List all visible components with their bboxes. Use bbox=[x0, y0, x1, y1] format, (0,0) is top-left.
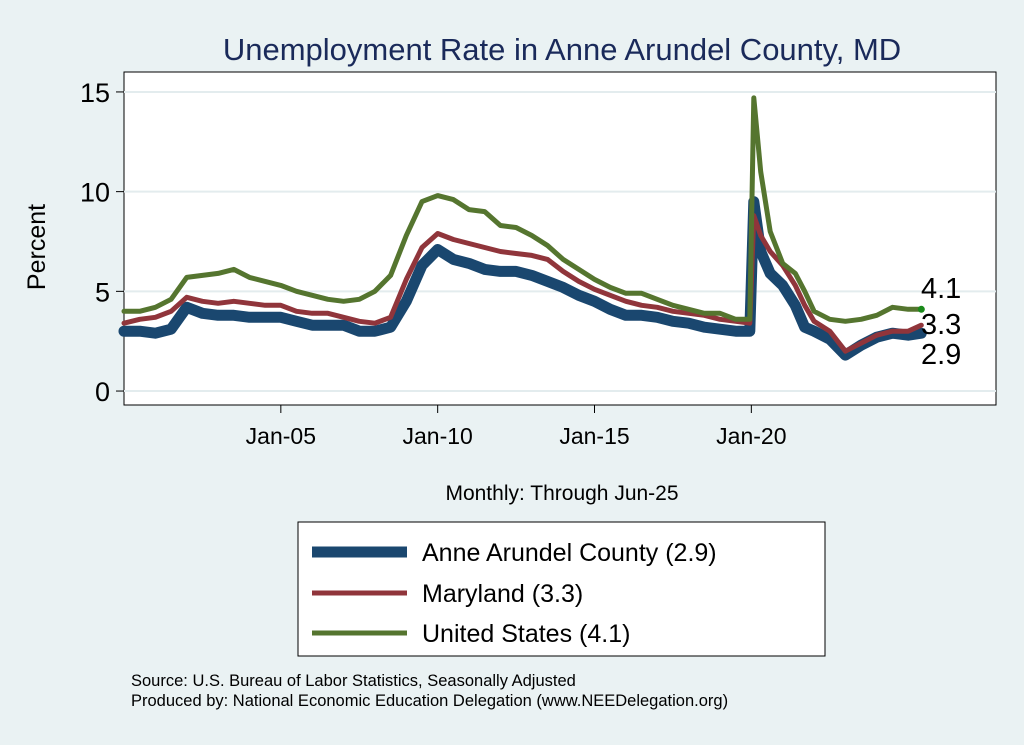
end-label-us: 4.1 bbox=[921, 273, 961, 305]
grid-lines bbox=[124, 90, 996, 393]
x-tick-label: Jan-15 bbox=[559, 423, 629, 449]
y-tick-label: 10 bbox=[80, 178, 110, 208]
source-note: Source: U.S. Bureau of Labor Statistics,… bbox=[131, 672, 576, 690]
legend-label: Anne Arundel County (2.9) bbox=[422, 539, 717, 567]
x-tick-label: Jan-05 bbox=[246, 423, 316, 449]
legend: Anne Arundel County (2.9) Maryland (3.3) U… bbox=[312, 539, 717, 648]
series-line bbox=[121, 213, 924, 354]
end-labels: 4.1 3.3 2.9 bbox=[921, 273, 961, 371]
chart-title: Unemployment Rate in Anne Arundel County… bbox=[223, 32, 901, 67]
producer-note: Produced by: National Economic Education… bbox=[131, 692, 729, 710]
end-label-maryland: 3.3 bbox=[921, 309, 961, 341]
y-axis-label: Percent bbox=[23, 204, 51, 290]
legend-label: United States (4.1) bbox=[422, 620, 630, 648]
series-layer bbox=[118, 95, 927, 361]
series-line bbox=[121, 95, 924, 324]
y-tick-label: 15 bbox=[80, 78, 110, 108]
series-end-marker bbox=[917, 305, 925, 313]
series-line bbox=[118, 196, 927, 361]
axes: 0 5 10 15 Jan-05 Jan-10 Jan-15 Jan-20 bbox=[80, 78, 787, 449]
y-tick-label: 5 bbox=[95, 277, 110, 307]
end-label-county: 2.9 bbox=[921, 339, 961, 371]
x-tick-label: Jan-20 bbox=[716, 423, 786, 449]
y-tick-label: 0 bbox=[95, 377, 110, 407]
plot-area bbox=[123, 71, 997, 406]
x-axis-label: Monthly: Through Jun-25 bbox=[445, 482, 678, 505]
legend-label: Maryland (3.3) bbox=[422, 580, 583, 608]
x-tick-label: Jan-10 bbox=[403, 423, 473, 449]
